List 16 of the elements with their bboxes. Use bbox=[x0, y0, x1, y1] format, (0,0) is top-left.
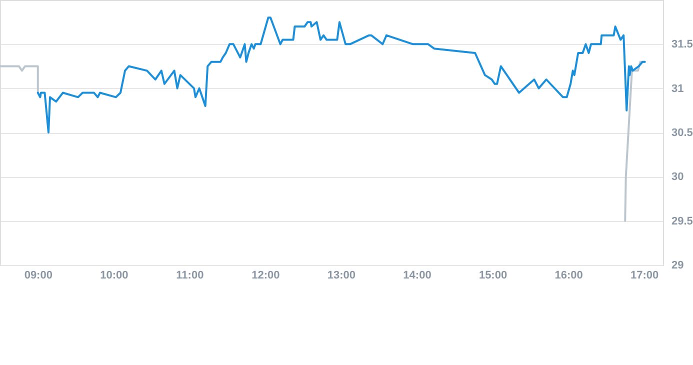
x-tick-label: 10:00 bbox=[100, 270, 128, 282]
y-tick-label: 30.5 bbox=[672, 127, 693, 139]
x-tick-label: 12:00 bbox=[252, 270, 280, 282]
line-series bbox=[36, 16, 646, 134]
x-tick-label: 13:00 bbox=[327, 270, 356, 282]
y-tick-label: 29.5 bbox=[672, 215, 693, 228]
x-tick-label: 09:00 bbox=[24, 270, 52, 282]
y-tick-label: 31 bbox=[672, 82, 684, 95]
x-tick-label: 16:00 bbox=[554, 270, 583, 282]
x-tick-label: 11:00 bbox=[176, 270, 204, 282]
x-tick-label: 14:00 bbox=[403, 270, 432, 282]
y-tick-label: 29 bbox=[672, 260, 684, 272]
x-tick-label: 17:00 bbox=[630, 270, 659, 282]
x-tick-label: 15:00 bbox=[478, 270, 508, 282]
y-tick-label: 30 bbox=[672, 171, 684, 184]
y-tick-label: 31.5 bbox=[672, 38, 693, 51]
